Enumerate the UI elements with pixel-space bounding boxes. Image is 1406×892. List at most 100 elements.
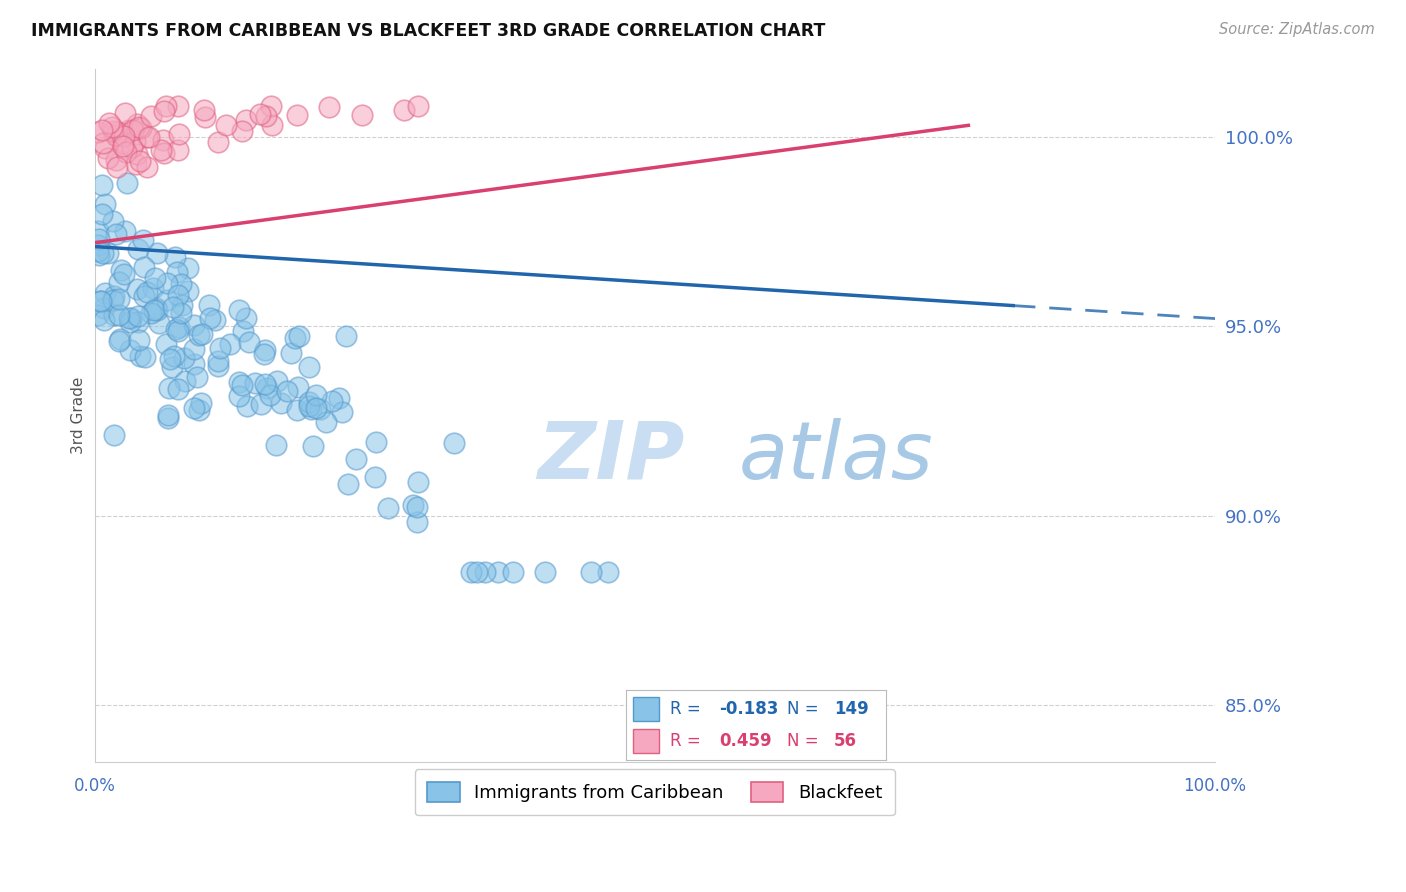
Point — [315, 415, 337, 429]
Point — [207, 353, 229, 368]
Point — [218, 337, 240, 351]
Point — [112, 129, 135, 144]
Point — [145, 302, 167, 317]
Point — [183, 401, 205, 415]
Point — [141, 306, 163, 320]
Point — [138, 130, 160, 145]
Point — [321, 393, 343, 408]
Point — [177, 284, 200, 298]
Point — [249, 107, 271, 121]
Point — [87, 224, 110, 238]
Point — [204, 313, 226, 327]
Point — [108, 275, 131, 289]
Point — [198, 298, 221, 312]
Point — [236, 400, 259, 414]
Point — [153, 146, 176, 161]
Point — [288, 329, 311, 343]
Point — [581, 566, 603, 580]
Text: 100.0%: 100.0% — [1184, 777, 1246, 795]
Text: N =: N = — [787, 700, 818, 718]
Point — [110, 262, 132, 277]
Point — [214, 119, 236, 133]
Point — [406, 500, 429, 514]
Point — [103, 308, 125, 322]
Point — [162, 300, 184, 314]
Point — [156, 293, 179, 307]
Point — [262, 118, 284, 132]
Point — [103, 289, 125, 303]
Point — [305, 401, 328, 415]
Point — [91, 123, 114, 137]
Point — [93, 285, 115, 300]
Point — [335, 329, 357, 343]
Point — [165, 321, 187, 335]
Point — [443, 435, 465, 450]
Point — [105, 153, 128, 167]
Point — [108, 332, 131, 346]
Point — [87, 309, 110, 323]
Point — [238, 334, 260, 349]
Point — [121, 140, 143, 154]
Point — [108, 308, 131, 322]
Point — [159, 351, 181, 366]
Point — [183, 342, 205, 356]
Point — [156, 408, 179, 422]
Point — [235, 311, 257, 326]
Point — [350, 108, 373, 122]
Text: Source: ZipAtlas.com: Source: ZipAtlas.com — [1219, 22, 1375, 37]
Point — [131, 233, 153, 247]
Point — [207, 136, 229, 150]
Point — [253, 347, 276, 361]
Point — [302, 439, 325, 453]
Point — [87, 244, 110, 258]
Point — [166, 288, 188, 302]
Point — [89, 232, 111, 246]
Point — [318, 100, 340, 114]
Point — [266, 374, 288, 388]
Point — [298, 399, 321, 413]
Point — [90, 293, 112, 308]
Point — [166, 265, 188, 279]
Point — [94, 196, 117, 211]
Point — [228, 376, 250, 390]
Point — [287, 380, 309, 394]
Point — [486, 566, 509, 580]
Point — [167, 382, 190, 396]
Point — [280, 345, 302, 359]
Point — [149, 144, 172, 158]
Point — [249, 397, 271, 411]
Text: -0.183: -0.183 — [720, 700, 779, 718]
Point — [127, 315, 149, 329]
Point — [308, 402, 330, 417]
Point — [364, 470, 387, 484]
Point — [87, 238, 110, 252]
Point — [406, 475, 429, 489]
Text: ZIP: ZIP — [537, 417, 685, 496]
Point — [153, 103, 176, 118]
Point — [254, 376, 277, 391]
Point — [183, 318, 205, 333]
Point — [94, 141, 117, 155]
Point — [193, 103, 215, 117]
Point — [160, 360, 183, 375]
Point — [127, 309, 149, 323]
Point — [93, 245, 115, 260]
Point — [183, 357, 205, 371]
Point — [260, 99, 283, 113]
Point — [134, 350, 156, 364]
Point — [128, 120, 150, 134]
Point — [127, 242, 149, 256]
Point — [142, 302, 165, 317]
Point — [207, 359, 229, 374]
Point — [143, 270, 166, 285]
Point — [188, 328, 211, 343]
Point — [125, 157, 148, 171]
Point — [285, 403, 308, 417]
Point — [108, 293, 131, 307]
Point — [100, 120, 122, 135]
Point — [152, 133, 174, 147]
Text: 0.0%: 0.0% — [73, 777, 115, 795]
Text: 56: 56 — [834, 732, 856, 750]
Point — [228, 389, 250, 403]
Point — [118, 315, 141, 329]
